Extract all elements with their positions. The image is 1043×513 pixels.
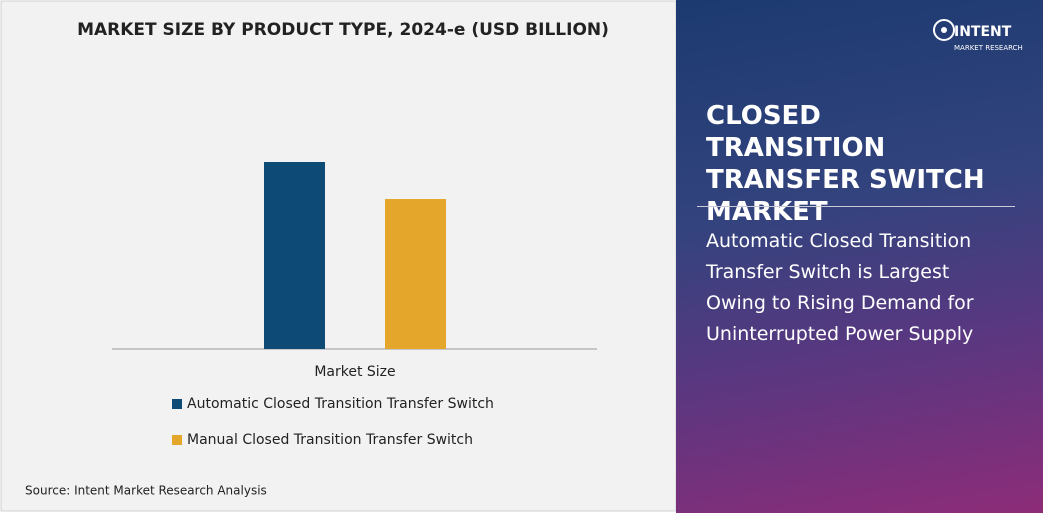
source: Source: Intent Market Research Analysis [25,484,267,498]
side-panel: INTENT MARKET RESEARCH CLOSED TRANSITION… [676,0,1043,513]
bar [264,162,325,349]
logo-mark: INTENT MARKET RESEARCH [933,19,1023,52]
panel-headline: Automatic Closed Transition Transfer Swi… [706,230,974,345]
bar [385,199,446,349]
logo-name: INTENT [954,24,1012,40]
legend-swatch [172,399,182,409]
legend-label: Automatic Closed Transition Transfer Swi… [187,396,494,412]
legend-label: Manual Closed Transition Transfer Switch [187,432,473,448]
chart-title: MARKET SIZE BY PRODUCT TYPE, 2024-e (USD… [77,20,609,40]
logo-sub: MARKET RESEARCH [954,44,1023,52]
x-tick-label: Market Size [314,364,395,380]
separator [697,206,1015,207]
panel-title: CLOSED TRANSITION TRANSFER SWITCH MARKET [706,101,985,227]
legend-swatch [172,435,182,445]
logo: INTENT MARKET RESEARCH [930,10,1030,60]
chart-background [0,0,676,512]
chart: MARKET SIZE BY PRODUCT TYPE, 2024-e (USD… [0,0,676,512]
